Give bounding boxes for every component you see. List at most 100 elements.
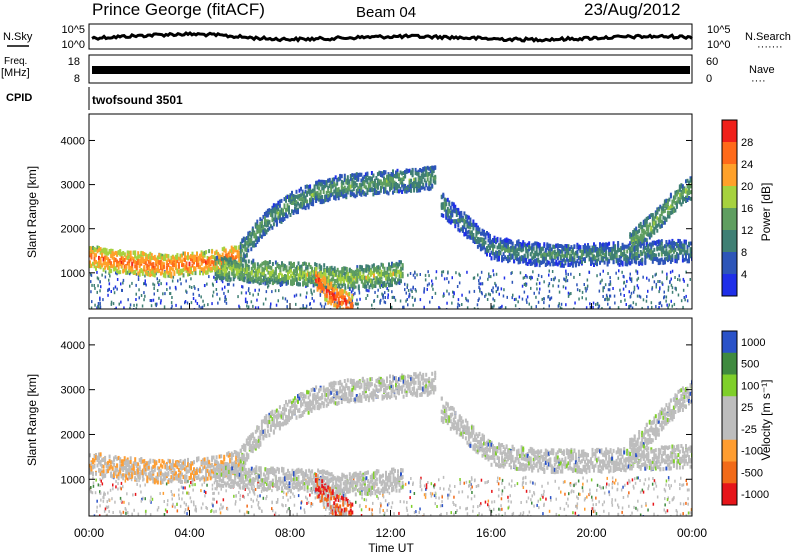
power-cell — [671, 247, 674, 252]
power-cell — [408, 294, 411, 298]
power-cell — [325, 180, 328, 185]
power-cell — [579, 248, 582, 253]
power-cell — [150, 253, 153, 258]
power-cell — [466, 230, 469, 235]
power-cell — [165, 259, 168, 264]
power-cell — [550, 247, 553, 252]
power-cell — [369, 269, 372, 274]
power-cell — [153, 265, 156, 270]
power-cell — [190, 254, 192, 259]
power-cell — [657, 206, 660, 211]
power-cell — [446, 289, 448, 293]
power-cell — [604, 298, 606, 302]
power-cell — [361, 189, 364, 194]
power-cell — [486, 298, 489, 301]
power-cell — [508, 240, 511, 244]
power-cell — [539, 287, 541, 291]
power-cell — [361, 181, 364, 186]
power-cell — [96, 290, 98, 294]
power-cell — [211, 260, 214, 265]
nsky-tick-bottom: 10^0 — [61, 39, 85, 51]
power-cell — [414, 167, 417, 172]
power-cell — [398, 269, 401, 274]
power-cell — [443, 277, 446, 281]
power-cell — [110, 264, 113, 269]
power-cell — [93, 284, 95, 287]
power-cell — [666, 272, 668, 276]
power-cell — [288, 269, 291, 273]
power-cell — [295, 208, 298, 212]
power-cell — [345, 278, 348, 283]
power-cell — [553, 244, 556, 249]
power-cell — [247, 271, 250, 276]
power-cell — [221, 252, 224, 257]
power-cell — [617, 276, 620, 280]
power-cell — [281, 273, 283, 278]
power-cell — [536, 287, 538, 291]
power-cell — [344, 266, 347, 271]
power-cell — [334, 193, 337, 198]
power-cell — [298, 193, 301, 198]
power-cell — [96, 306, 98, 309]
power-cell — [247, 234, 250, 239]
power-cell — [550, 255, 553, 260]
power-cell — [241, 239, 244, 244]
power-cell — [313, 299, 315, 303]
power-cell — [214, 261, 217, 266]
power-cell — [254, 288, 256, 292]
power-cell — [347, 277, 350, 282]
power-cell — [675, 242, 678, 246]
power-cell — [633, 259, 636, 264]
power-cell — [250, 300, 253, 304]
power-cell — [644, 218, 647, 223]
power-cell — [507, 245, 510, 250]
power-cell — [626, 259, 629, 264]
power-cell — [455, 210, 458, 214]
power-cell — [407, 184, 410, 189]
power-cell — [635, 228, 638, 233]
power-cell — [315, 199, 318, 203]
power-cell — [340, 302, 343, 307]
power-cell — [366, 264, 369, 269]
power-cell — [322, 180, 325, 185]
power-cell — [607, 288, 610, 292]
power-cell — [308, 271, 311, 276]
power-cell — [677, 243, 680, 248]
power-cell — [315, 270, 318, 275]
power-cell — [372, 187, 375, 192]
power-cell — [225, 301, 228, 305]
power-cell — [372, 263, 375, 268]
power-cell — [375, 277, 378, 282]
power-cell — [395, 170, 397, 175]
power-cell — [650, 233, 653, 238]
power-cell — [174, 285, 177, 289]
power-cell — [659, 246, 662, 251]
power-cell — [322, 190, 325, 194]
power-cell — [478, 285, 480, 289]
power-cell — [663, 296, 665, 300]
power-cell — [196, 260, 198, 265]
power-cell — [602, 289, 604, 293]
power-cell — [292, 211, 295, 215]
power-cell — [502, 246, 505, 251]
power-cell — [181, 259, 183, 264]
power-cell — [486, 248, 488, 253]
power-cell — [122, 259, 125, 264]
power-cell — [265, 221, 268, 226]
power-cell — [293, 273, 295, 278]
power-cell — [343, 194, 346, 199]
power-cell — [319, 195, 322, 200]
power-cell — [434, 291, 437, 295]
power-cell — [568, 247, 571, 251]
power-cell — [291, 193, 293, 198]
power-cell — [420, 185, 423, 190]
power-cell — [205, 250, 208, 255]
power-cell — [383, 268, 386, 273]
power-cell — [265, 290, 268, 294]
power-cell — [484, 234, 487, 239]
power-cell — [113, 261, 116, 266]
power-cell — [286, 203, 289, 208]
power-cell — [451, 301, 453, 305]
power-cell — [671, 204, 674, 209]
power-cell — [413, 181, 416, 185]
